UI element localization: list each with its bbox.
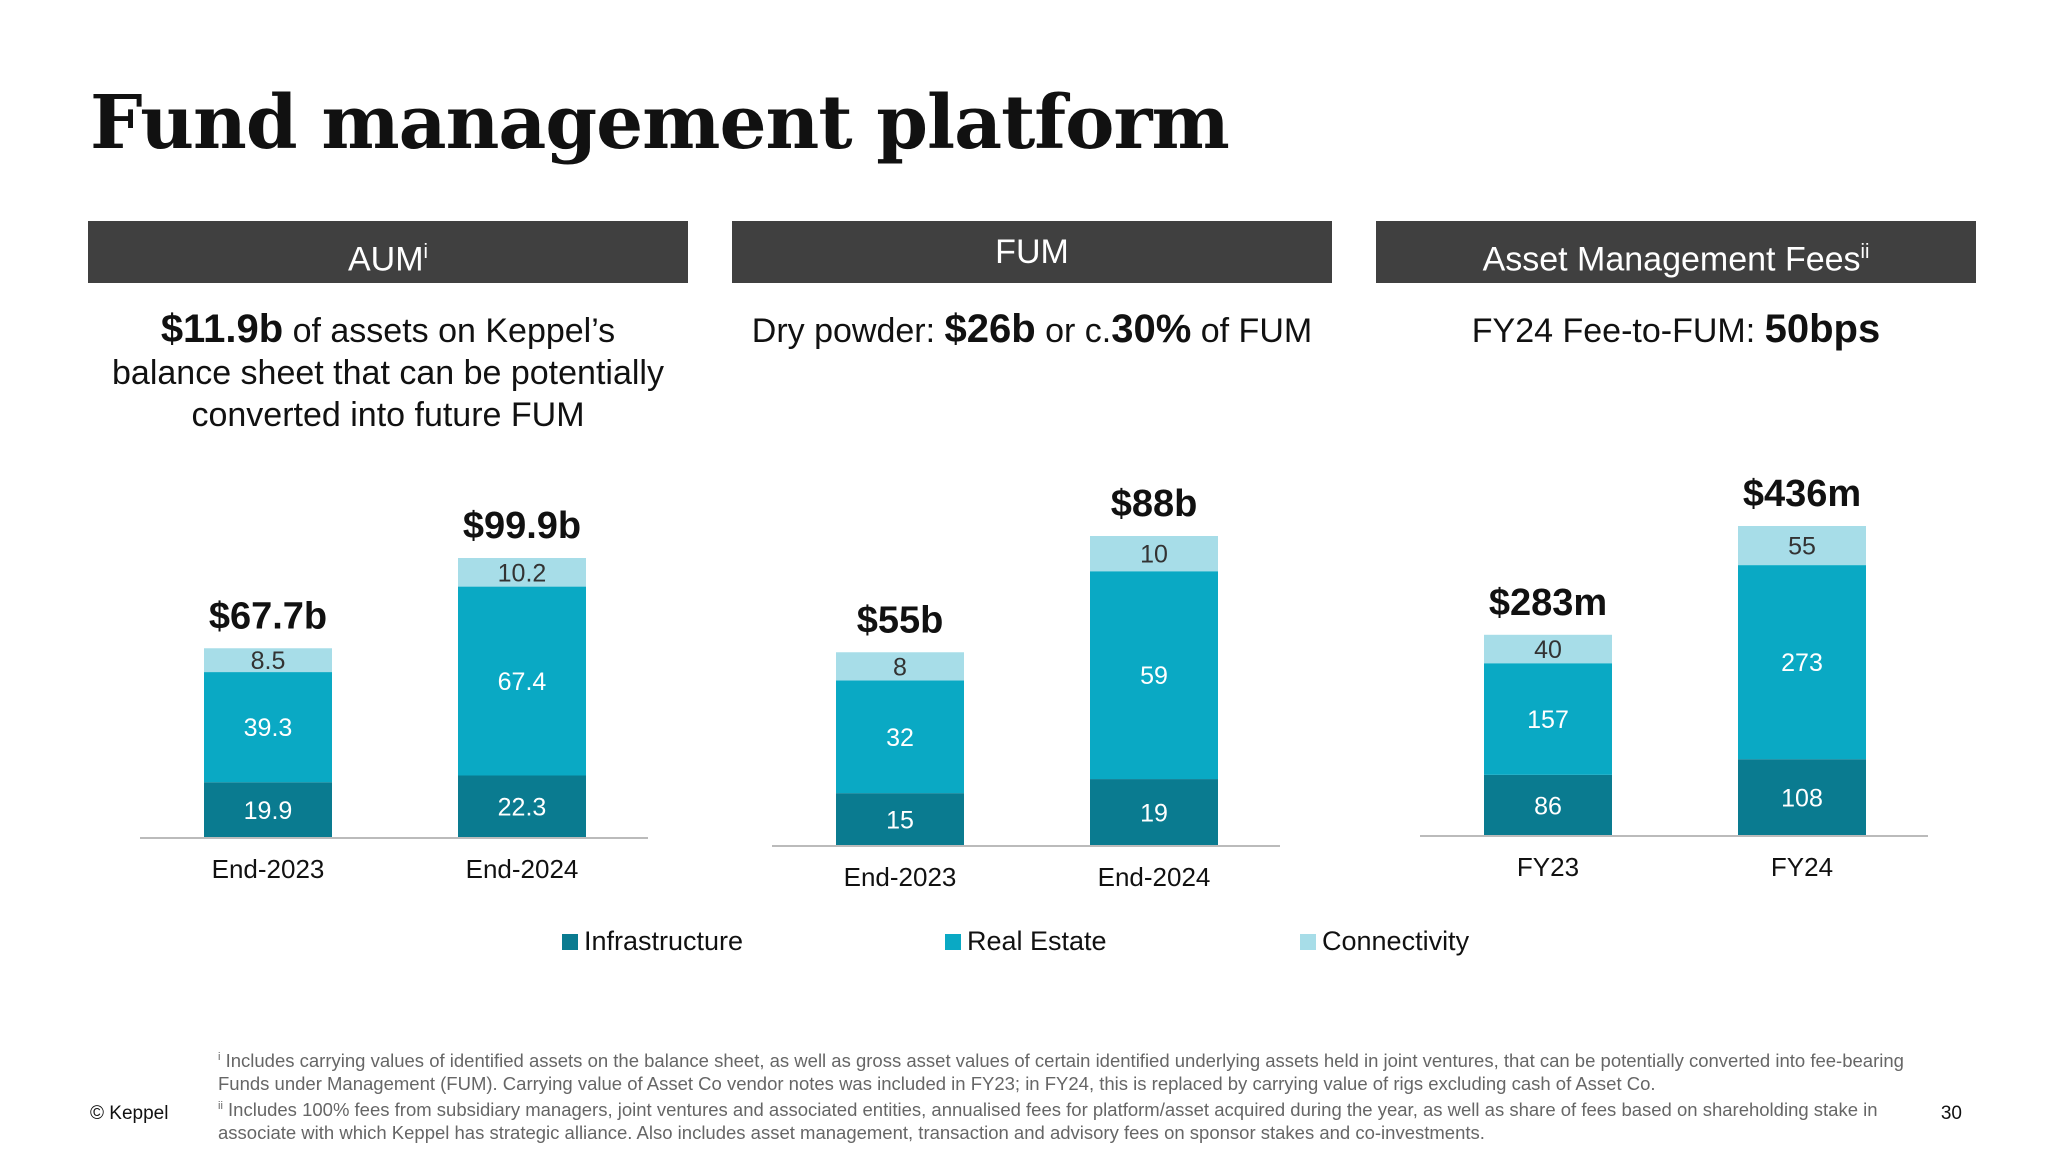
panel-header-text: Asset Management Fees [1482,240,1861,279]
bar-total-label: $55b [857,599,944,641]
bar-data-label: 67.4 [498,668,547,696]
subtitle-text: FY24 Fee-to-FUM: [1471,312,1765,350]
panel-header-text: AUM [347,240,424,279]
bar-segment-real-estate [1484,663,1612,775]
bar-segment-real-estate [1738,565,1866,760]
panel-fum: FUM Dry powder: $26b or c.30% of FUM 15 3… [732,0,1332,1000]
legend-item-infrastructure: Infrastructure [562,926,743,957]
bar-segment-connectivity [1738,526,1866,566]
subtitle-text: Dry powder: [751,312,945,350]
bar-segment-real-estate [458,586,586,776]
bar-total-label: $99.9b [463,505,581,547]
bar-data-label: 8 [893,653,907,681]
bar-segment-infrastructure [1738,759,1866,836]
copyright: © Keppel [90,1103,169,1124]
panel-header-fum: FUM [732,221,1332,283]
category-tick-label: End-2023 [212,854,325,884]
bar-data-label: 59 [1140,662,1168,690]
bar-data-label: 15 [886,807,914,835]
bar-data-label: 19.9 [244,797,293,825]
subtitle-text: converted into future FUM [191,396,585,434]
panel-header-footnote-mark: ii [1860,241,1870,263]
panel-subtitle-fees: FY24 Fee-to-FUM: 50bps [1376,308,1976,352]
legend-item-connectivity: Connectivity [1300,926,1469,957]
bar-segment-connectivity [204,648,332,673]
legend-label: Infrastructure [584,926,744,956]
footnote-1: i Includes carrying values of identified… [218,1046,1938,1095]
panel-subtitle-fum: Dry powder: $26b or c.30% of FUM [732,308,1332,352]
bar-data-label: 8.5 [251,647,286,675]
bar-segment-connectivity [836,652,964,681]
subtitle-highlight: $11.9b [160,307,284,351]
bar-segment-infrastructure [836,793,964,846]
panel-header-text: FUM [995,233,1069,271]
category-tick-label: End-2024 [1098,862,1211,892]
subtitle-text: of assets on Keppel’s [283,312,616,350]
bar-total-label: $88b [1111,483,1198,525]
bar-data-label: 55 [1788,533,1816,561]
bar-segment-infrastructure [458,775,586,838]
panel-subtitle-aum: $11.9b of assets on Keppel’s balance she… [88,308,688,436]
bar-data-label: 273 [1781,649,1823,677]
legend-swatch [945,933,961,950]
bar-data-label: 86 [1534,792,1562,820]
panel-aum: AUMi $11.9b of assets on Keppel’s balanc… [88,0,688,1000]
bar-data-label: 108 [1781,785,1823,813]
bar-data-label: 19 [1140,800,1168,828]
legend-swatch [562,933,578,950]
bar-segment-infrastructure [1484,774,1612,836]
bar-segment-connectivity [458,558,586,587]
fum-stacked-bar-chart: 15 32 8 $55b End-2023 19 59 10 $88b End-2024 [772,483,1280,892]
page-number: 30 [1940,1103,1962,1124]
bar-total-label: $283m [1489,582,1607,624]
category-tick-label: End-2024 [466,854,579,884]
category-tick-label: FY24 [1771,852,1833,882]
bar-data-label: 157 [1527,706,1569,734]
subtitle-text: balance sheet that can be potentially [112,354,664,392]
page-title: Fund management platform [90,80,1230,166]
bar-segment-infrastructure [1090,779,1218,846]
panel-header-aum: AUMi [88,221,688,283]
panel-header-fees: Asset Management Feesii [1376,221,1976,283]
footnote-mark: ii [218,1100,223,1113]
bar-data-label: 40 [1534,636,1562,664]
footnote-text: Includes carrying values of identified a… [218,1050,1904,1095]
footnote-2: ii Includes 100% fees from subsidiary ma… [218,1095,1938,1144]
legend-label: Real Estate [967,926,1107,956]
bar-data-label: 39.3 [244,714,293,742]
bar-segment-real-estate [836,680,964,794]
bar-data-label: 22.3 [498,794,547,822]
bar-data-label: 10.2 [498,559,547,587]
bar-segment-real-estate [1090,571,1218,780]
subtitle-text: or c. [1035,312,1112,350]
footnote-mark: i [218,1051,221,1063]
bar-segment-connectivity [1090,536,1218,572]
subtitle-highlight: 50bps [1764,307,1881,351]
bar-total-label: $436m [1743,473,1861,515]
footnotes: i Includes carrying values of identified… [218,1046,1938,1144]
category-tick-label: End-2023 [844,862,957,892]
bar-total-label: $67.7b [209,595,327,637]
bar-segment-infrastructure [204,782,332,838]
legend-label: Connectivity [1322,926,1470,956]
bar-data-label: 32 [886,724,914,752]
category-tick-label: FY23 [1517,852,1579,882]
bar-data-label: 10 [1140,541,1168,569]
bar-segment-real-estate [204,672,332,783]
subtitle-highlight: $26b [944,307,1036,351]
legend-item-real-estate: Real Estate [945,926,1107,957]
chart-legend: Infrastructure Real Estate Connectivity [0,926,2048,966]
subtitle-text: of FUM [1191,312,1313,350]
legend-swatch [1300,933,1316,950]
subtitle-highlight: 30% [1111,307,1192,351]
fees-stacked-bar-chart: 86 157 40 $283m FY23 108 273 55 $436m FY24 [1420,473,1928,882]
panel-header-footnote-mark: i [423,241,428,263]
aum-stacked-bar-chart: 19.9 39.3 8.5 $67.7b End-2023 22.3 67.4 10.2 $99… [140,505,648,884]
panel-asset-management-fees: Asset Management Feesii FY24 Fee-to-FUM:… [1376,0,1976,1000]
footnote-text: Includes 100% fees from subsidiary manag… [218,1099,1878,1144]
bar-segment-connectivity [1484,634,1612,664]
